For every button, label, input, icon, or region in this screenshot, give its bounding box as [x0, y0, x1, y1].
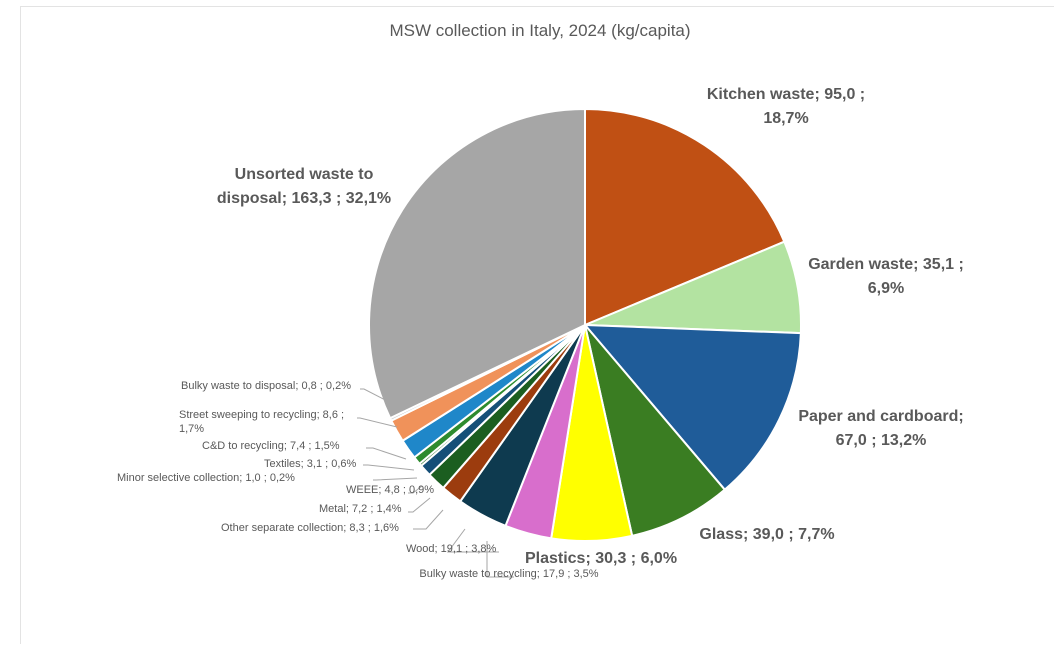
data-label-line: Bulky waste to recycling; 17,9 ; 3,5%: [419, 568, 598, 580]
leader-line: [363, 464, 415, 471]
data-label-line: Kitchen waste; 95,0 ;: [707, 86, 865, 103]
leader-line: [357, 417, 398, 428]
leader-line: [373, 477, 418, 481]
data-label: Minor selective collection; 1,0 ; 0,2%: [117, 472, 295, 484]
data-label-line: Metal; 7,2 ; 1,4%: [319, 503, 402, 515]
leader-line: [486, 541, 514, 578]
chart-title: MSW collection in Italy, 2024 (kg/capita…: [389, 21, 690, 40]
data-label-line: Glass; 39,0 ; 7,7%: [699, 526, 834, 543]
data-label-line: 6,9%: [868, 280, 904, 297]
pie-slice-paper-and-cardboard: [582, 323, 802, 492]
data-label-line: Plastics; 30,3 ; 6,0%: [525, 550, 677, 567]
data-label-line: Textiles; 3,1 ; 0,6%: [264, 458, 357, 470]
data-label: Paper and cardboard; 67,0 ; 13,2%: [798, 408, 963, 449]
data-label-line: Unsorted waste to: [235, 166, 374, 183]
pie-slice-unsorted-waste-to-disposal: [368, 107, 586, 420]
pie-slice-glass: [584, 324, 727, 537]
data-label-line: Minor selective collection; 1,0 ; 0,2%: [117, 472, 295, 484]
data-label: C&D to recycling; 7,4 ; 1,5%: [202, 440, 340, 452]
leader-line: [360, 388, 394, 405]
data-label: Kitchen waste; 95,0 ; 18,7%: [707, 86, 865, 127]
data-label-line: Other separate collection; 8,3 ; 1,6%: [221, 522, 399, 534]
leader-line: [447, 528, 499, 553]
data-label: Street sweeping to recycling; 8,6 ; 1,7%: [179, 409, 344, 435]
data-label-line: C&D to recycling; 7,4 ; 1,5%: [202, 440, 340, 452]
data-label-line: Garden waste; 35,1 ;: [808, 256, 964, 273]
data-label-line: disposal; 163,3 ; 32,1%: [217, 190, 391, 207]
data-label: WEEE; 4,8 ; 0,9%: [346, 484, 434, 496]
data-label-line: WEEE; 4,8 ; 0,9%: [346, 484, 434, 496]
data-labels: Kitchen waste; 95,0 ; 18,7% Garden waste; …: [117, 86, 964, 580]
pie-slice-kitchen-waste: [584, 107, 786, 327]
data-label-line: 67,0 ; 13,2%: [836, 432, 927, 449]
data-label-line: Street sweeping to recycling; 8,6 ;: [179, 409, 344, 421]
chart-area: MSW collection in Italy, 2024 (kg/capita…: [20, 6, 1054, 644]
pie-slices: [368, 107, 802, 542]
data-label: Plastics; 30,3 ; 6,0%: [525, 550, 677, 567]
data-label: Wood; 19,1 ; 3,8%: [406, 543, 497, 555]
data-label: Unsorted waste to disposal; 163,3 ; 32,1%: [217, 166, 391, 207]
data-label: Bulky waste to disposal; 0,8 ; 0,2%: [181, 380, 351, 392]
data-label-line: Paper and cardboard;: [798, 408, 963, 425]
leader-line: [366, 447, 407, 460]
data-label: Other separate collection; 8,3 ; 1,6%: [221, 522, 399, 534]
data-label: Metal; 7,2 ; 1,4%: [319, 503, 402, 515]
data-label: Textiles; 3,1 ; 0,6%: [264, 458, 357, 470]
data-label: Glass; 39,0 ; 7,7%: [699, 526, 834, 543]
data-label-line: Wood; 19,1 ; 3,8%: [406, 543, 497, 555]
pie-chart: MSW collection in Italy, 2024 (kg/capita…: [117, 21, 964, 580]
data-label: Bulky waste to recycling; 17,9 ; 3,5%: [419, 568, 598, 580]
leader-lines: [357, 388, 514, 578]
leader-line: [408, 497, 431, 513]
leader-line: [413, 509, 444, 530]
data-label-line: 18,7%: [763, 110, 808, 127]
data-label-line: 1,7%: [179, 423, 204, 435]
data-label: Garden waste; 35,1 ; 6,9%: [808, 256, 964, 297]
data-label-line: Bulky waste to disposal; 0,8 ; 0,2%: [181, 380, 351, 392]
leader-line: [408, 485, 423, 494]
